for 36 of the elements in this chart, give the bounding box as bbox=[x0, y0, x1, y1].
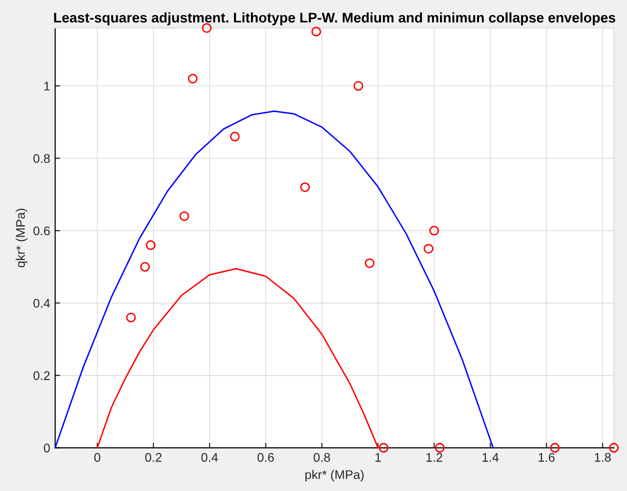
point bbox=[179, 211, 190, 222]
y-axis-title: qkr* (MPa) bbox=[16, 208, 28, 268]
x-tick-label: 1.6 bbox=[538, 452, 555, 462]
x-tick-label: 0.2 bbox=[145, 452, 162, 462]
point bbox=[140, 262, 150, 272]
point bbox=[230, 132, 240, 142]
y-tick-label: 1 bbox=[44, 82, 50, 90]
x-tick-label: 1.2 bbox=[426, 452, 442, 462]
point bbox=[429, 226, 440, 236]
y-tick-label: 0.8 bbox=[33, 154, 50, 163]
y-tick-label: 0.4 bbox=[33, 298, 50, 308]
x-tick-label: 0 bbox=[94, 452, 100, 462]
point bbox=[300, 182, 310, 192]
y-tick-label: 0 bbox=[44, 444, 50, 452]
x-tick-label: 1.4 bbox=[482, 453, 499, 462]
point bbox=[354, 81, 364, 91]
chart-title: Least-squares adjustment. Lithotype LP-W. Medium and minimun collapse envelopes bbox=[54, 12, 616, 26]
point bbox=[188, 74, 198, 84]
point bbox=[146, 240, 156, 250]
point bbox=[608, 442, 619, 453]
x-tick-label: 0.6 bbox=[258, 452, 274, 462]
line-series bbox=[54, 110, 494, 448]
point bbox=[126, 312, 136, 322]
x-tick-label: 1.8 bbox=[594, 452, 611, 462]
point bbox=[364, 258, 374, 268]
x-tick-label: 0.4 bbox=[201, 452, 218, 462]
point bbox=[311, 26, 322, 36]
point bbox=[424, 244, 434, 254]
point bbox=[550, 442, 560, 453]
x-axis-title: pkr* (MPa) bbox=[305, 470, 364, 482]
x-tick-label: 0.8 bbox=[314, 452, 330, 462]
y-tick-label: 0.2 bbox=[33, 371, 50, 380]
point bbox=[434, 442, 445, 453]
x-tick-label: 1 bbox=[375, 453, 381, 462]
point bbox=[378, 442, 388, 453]
y-tick-label: 0.6 bbox=[33, 226, 50, 236]
